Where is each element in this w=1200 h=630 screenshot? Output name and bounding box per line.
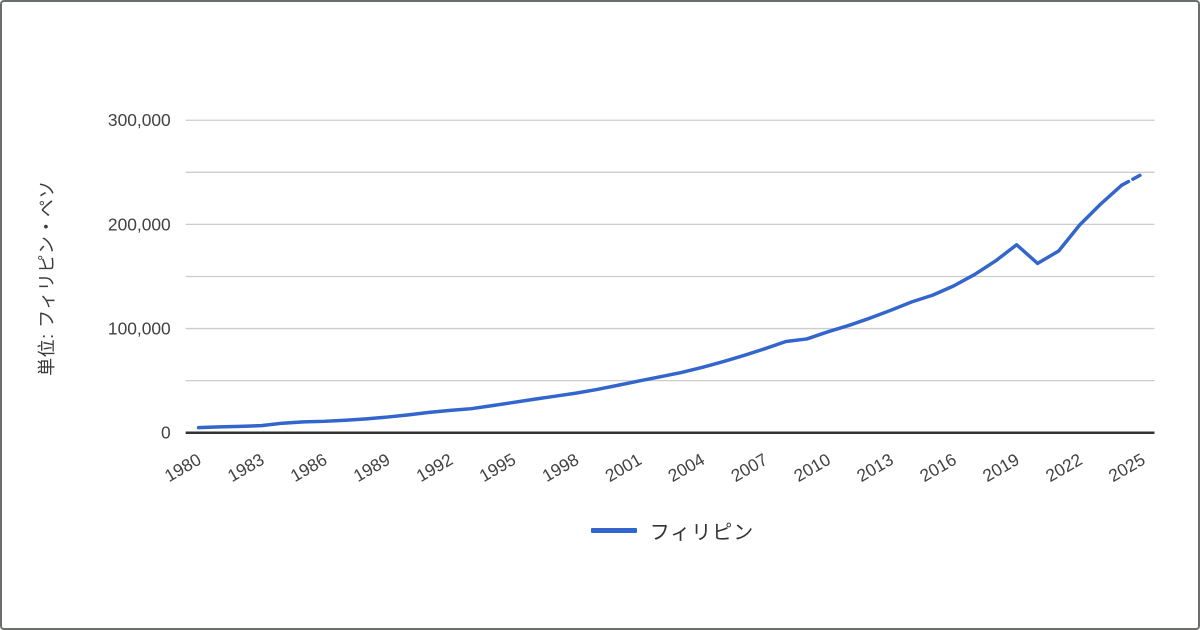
y-tick-label: 200,000	[108, 214, 171, 234]
x-tick-label: 2001	[602, 449, 645, 486]
x-tick-label: 2004	[665, 449, 709, 486]
x-tick-label: 1998	[539, 449, 582, 486]
x-tick-label: 2019	[979, 449, 1022, 486]
x-tick-label: 1983	[224, 449, 267, 486]
x-tick-label: 1986	[287, 449, 330, 486]
series-line	[196, 183, 1124, 430]
x-tick-label: 2016	[916, 449, 959, 486]
x-tick-label: 1992	[413, 449, 456, 486]
x-tick-label: 1995	[476, 449, 519, 486]
legend-item-philippines[interactable]: フィリピン	[590, 516, 755, 545]
y-tick-label: 100,000	[108, 319, 171, 339]
legend-line-swatch	[590, 528, 637, 533]
y-tick-label: 0	[161, 423, 171, 443]
x-tick-label: 2007	[727, 449, 770, 486]
x-tick-label: 2025	[1105, 449, 1148, 486]
x-tick-label: 2010	[790, 449, 833, 486]
x-tick-label: 2013	[853, 449, 896, 486]
y-tick-label: 300,000	[108, 110, 171, 130]
x-tick-label: 2022	[1042, 449, 1085, 486]
y-axis-title: 単位: フィリピン・ペソ	[37, 180, 57, 376]
x-tick-label: 1980	[161, 449, 204, 486]
legend-label: フィリピン	[649, 522, 755, 544]
legend: フィリピン	[185, 516, 1160, 545]
x-tick-label: 1989	[350, 449, 393, 486]
series-line-forecast	[1119, 172, 1145, 188]
